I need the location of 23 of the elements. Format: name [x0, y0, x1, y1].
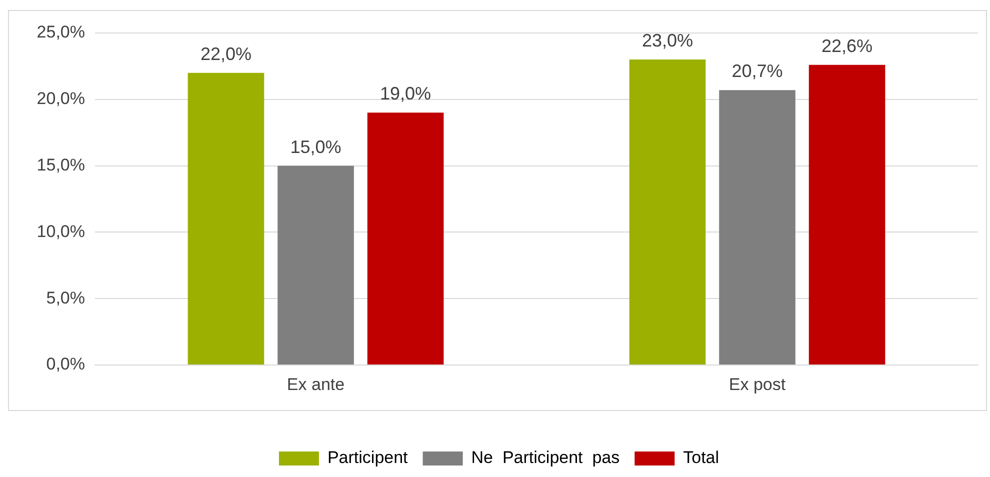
- legend-label: Ne Participent pas: [471, 448, 620, 468]
- bar: [367, 112, 444, 364]
- bar: [188, 72, 264, 364]
- x-tick-label: Ex ante: [286, 374, 345, 394]
- y-tick-label: 0,0%: [46, 354, 85, 374]
- data-label: 20,7%: [732, 61, 783, 82]
- bar: [629, 60, 706, 364]
- legend-label: Total: [683, 448, 720, 468]
- legend-label: Participent: [327, 448, 408, 468]
- y-tick-label: 20,0%: [36, 89, 85, 108]
- y-tick-label: 10,0%: [36, 222, 85, 241]
- data-label: 23,0%: [642, 30, 693, 51]
- data-label: 19,0%: [380, 84, 432, 104]
- data-label: 15,0%: [290, 136, 342, 157]
- y-tick-label: 25,0%: [36, 22, 85, 42]
- data-label: 22,0%: [200, 44, 252, 64]
- bar: [808, 64, 886, 364]
- x-tick-label: Ex post: [728, 374, 786, 394]
- y-tick-label: 15,0%: [36, 155, 85, 174]
- y-tick-label: 5,0%: [46, 288, 85, 308]
- bar: [278, 166, 354, 364]
- bar: [719, 90, 796, 364]
- data-label: 22,6%: [822, 36, 873, 56]
